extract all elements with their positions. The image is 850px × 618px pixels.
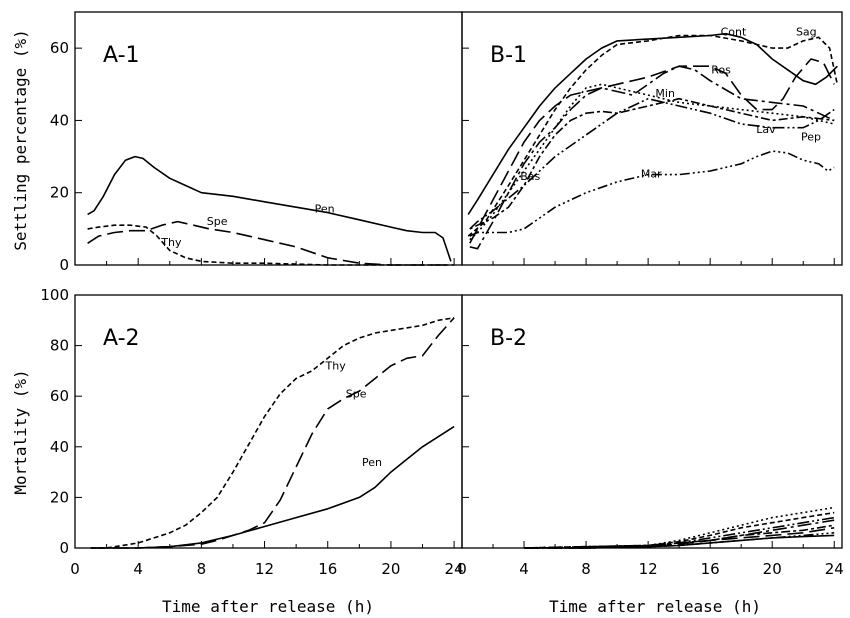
y-tick-label: 20	[50, 184, 69, 202]
series-thy-line	[90, 317, 455, 549]
series-cont-line	[467, 32, 838, 215]
series-pen-line	[90, 425, 455, 549]
x-tick-label: 16	[318, 560, 337, 578]
x-tick-label: 20	[381, 560, 400, 578]
ylabel-mortality: Mortality (%)	[11, 369, 30, 494]
series-spe-label: Spe	[207, 215, 228, 228]
y-tick-label: 20	[50, 488, 69, 506]
x-tick-label: 12	[639, 560, 658, 578]
series-bas-line	[469, 97, 835, 230]
x-tick-label: 20	[763, 560, 782, 578]
series-lav-line	[469, 97, 835, 230]
x-tick-label: 8	[197, 560, 207, 578]
series-7-line	[524, 524, 835, 549]
panel-label: A-1	[103, 43, 140, 68]
panel-label: B-2	[490, 326, 527, 351]
ylabel-settling: Settling percentage (%)	[11, 29, 30, 251]
series-min-line	[469, 65, 835, 250]
series-pen-line	[87, 155, 452, 262]
x-tick-label: 4	[519, 560, 529, 578]
series-spe-line	[87, 220, 447, 266]
series-pen-label: Pen	[315, 203, 335, 216]
x-tick-label: 12	[255, 560, 274, 578]
series-ros-label: Ros	[711, 63, 731, 76]
x-tick-label: 8	[581, 560, 591, 578]
series-pep-label: Pep	[801, 130, 821, 143]
y-tick-label: 40	[50, 111, 69, 129]
series-ros-line	[469, 58, 835, 244]
series-thy-line	[87, 224, 455, 266]
x-tick-label: 16	[701, 560, 720, 578]
series-thy-label: Thy	[325, 360, 347, 373]
panel-a-1: A-1 0 20 40 60 Pen Spe Thy	[50, 11, 463, 274]
y-tick-label: 40	[50, 438, 69, 456]
series-thy-label: Thy	[160, 236, 182, 249]
series-min-label: Min	[655, 87, 675, 100]
series-pen-label: Pen	[362, 456, 382, 469]
panel-b-2: B-2 0 4 8 12 16 20 24	[457, 294, 844, 578]
xlabel-left: Time after release (h)	[162, 597, 374, 616]
series-sag-line	[467, 34, 839, 237]
y-tick-label: 60	[50, 39, 69, 57]
series-8-line	[524, 532, 835, 549]
series-bas-label: Bas	[520, 170, 540, 183]
y-tick-label: 0	[59, 256, 69, 274]
x-tick-label: 0	[457, 560, 467, 578]
x-tick-label: 0	[70, 560, 80, 578]
x-tick-label: 24	[445, 560, 464, 578]
series-spe-label: Spe	[346, 387, 367, 400]
series-mar-label: Mar	[641, 168, 662, 181]
panel-label: B-1	[490, 43, 527, 68]
y-tick-label: 100	[40, 286, 69, 304]
panel-a-2: A-2 0 20 40 60 80 100 0 4 8 12 16 20 24 Thy Spe Pen	[40, 286, 463, 578]
panel-b-1: B-1 Cont Sag Ros Min Lav Pep Bas Mar	[461, 11, 843, 266]
series-pep-line	[469, 83, 835, 241]
x-tick-label: 24	[825, 560, 844, 578]
series-cont-label: Cont	[721, 25, 747, 38]
y-tick-label: 0	[59, 539, 69, 557]
y-tick-label: 60	[50, 387, 69, 405]
series-lav-label: Lav	[756, 123, 776, 136]
series-spe-line	[90, 317, 455, 549]
plot-frame	[461, 11, 843, 266]
series-mar-line	[469, 150, 835, 237]
panel-label: A-2	[103, 326, 140, 351]
x-tick-label: 4	[133, 560, 143, 578]
xlabel-right: Time after release (h)	[549, 597, 761, 616]
plot-frame	[461, 294, 843, 549]
series-sag-label: Sag	[796, 25, 817, 38]
y-tick-label: 80	[50, 337, 69, 355]
series-6-line	[523, 516, 835, 549]
